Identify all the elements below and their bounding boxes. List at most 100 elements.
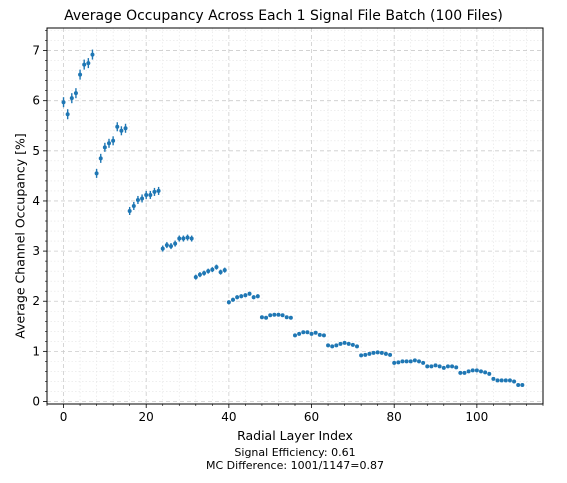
data-point <box>334 343 339 348</box>
y-tick-label: 3 <box>32 244 40 258</box>
x-tick-label: 40 <box>221 410 236 424</box>
data-point <box>495 378 500 383</box>
data-point <box>321 333 326 338</box>
data-point <box>487 371 492 376</box>
data-point <box>127 208 132 213</box>
data-point <box>293 333 297 338</box>
data-point <box>214 265 219 270</box>
data-point <box>94 171 99 176</box>
data-point <box>189 236 194 241</box>
data-point <box>123 126 128 131</box>
major-grid <box>47 28 543 404</box>
data-point <box>173 241 178 246</box>
data-point <box>268 313 273 318</box>
data-point <box>272 312 277 317</box>
data-points <box>61 49 525 387</box>
data-point <box>429 364 434 369</box>
data-point <box>82 62 87 67</box>
data-point <box>421 360 426 365</box>
y-axis-label: Average Channel Occupancy [%] <box>12 133 28 339</box>
data-point <box>507 378 512 383</box>
data-point <box>499 378 504 383</box>
data-point <box>222 268 227 273</box>
y-tick-label: 5 <box>32 144 40 158</box>
data-point <box>131 203 136 208</box>
y-tick-label: 6 <box>32 94 40 108</box>
data-point <box>247 291 252 296</box>
data-point <box>98 156 103 161</box>
data-point <box>338 341 343 346</box>
data-point <box>111 138 116 143</box>
data-point <box>231 297 235 302</box>
data-point <box>326 343 331 348</box>
data-point <box>309 331 314 336</box>
data-point <box>400 359 405 364</box>
data-point <box>197 272 202 277</box>
data-point <box>177 236 182 241</box>
data-point <box>284 315 289 320</box>
data-point <box>119 128 124 133</box>
data-point <box>193 275 198 280</box>
data-point <box>185 235 190 240</box>
minor-grid <box>46 28 544 404</box>
data-point <box>78 72 83 77</box>
data-point <box>392 360 397 365</box>
data-point <box>202 271 207 276</box>
data-point <box>425 364 430 369</box>
data-point <box>148 192 153 197</box>
x-tick-label: 80 <box>387 410 402 424</box>
data-point <box>86 61 91 66</box>
data-point <box>152 189 157 194</box>
x-tick-label: 100 <box>465 410 488 424</box>
data-point <box>264 315 269 320</box>
data-point <box>280 313 285 318</box>
data-point <box>69 96 74 101</box>
data-point <box>164 243 169 248</box>
data-point <box>342 340 347 345</box>
data-point <box>512 379 517 384</box>
mc-difference-note: MC Difference: 1001/1147=0.87 <box>206 459 384 472</box>
data-point <box>90 52 95 57</box>
data-point <box>330 344 335 349</box>
data-point <box>433 363 438 368</box>
y-tick-label: 0 <box>32 394 40 408</box>
data-point <box>379 350 384 355</box>
data-point <box>140 196 145 201</box>
data-point <box>479 369 483 374</box>
data-point <box>226 300 231 305</box>
data-point <box>437 364 442 369</box>
data-point <box>107 141 111 146</box>
data-point <box>474 368 479 373</box>
data-point <box>239 294 244 299</box>
data-point <box>355 344 359 349</box>
y-tick-label: 2 <box>32 294 40 308</box>
data-point <box>466 369 471 374</box>
y-tick-label: 1 <box>32 344 40 358</box>
data-point <box>520 382 525 387</box>
data-point <box>441 365 446 370</box>
data-point <box>350 342 355 347</box>
data-point <box>297 331 302 336</box>
data-point <box>363 352 368 357</box>
data-point <box>383 351 388 356</box>
data-point <box>61 100 66 105</box>
data-point <box>156 188 161 193</box>
data-point <box>206 269 211 274</box>
x-tick-label: 60 <box>304 410 319 424</box>
data-point <box>458 370 463 375</box>
chart-title: Average Occupancy Across Each 1 Signal F… <box>64 8 503 24</box>
data-point <box>404 359 409 364</box>
data-point <box>251 295 256 300</box>
data-point <box>375 350 380 355</box>
data-point <box>235 295 240 300</box>
data-point <box>181 236 186 241</box>
data-point <box>417 359 421 364</box>
data-point <box>317 332 322 337</box>
signal-efficiency-note: Signal Efficiency: 0.61 <box>234 446 356 459</box>
data-point <box>516 382 521 387</box>
axis-ticks: 0 20 40 60 80 100 0 1 2 3 4 5 6 7 <box>32 30 544 424</box>
data-point <box>301 330 306 335</box>
x-tick-label: 20 <box>139 410 154 424</box>
data-point <box>102 145 107 150</box>
